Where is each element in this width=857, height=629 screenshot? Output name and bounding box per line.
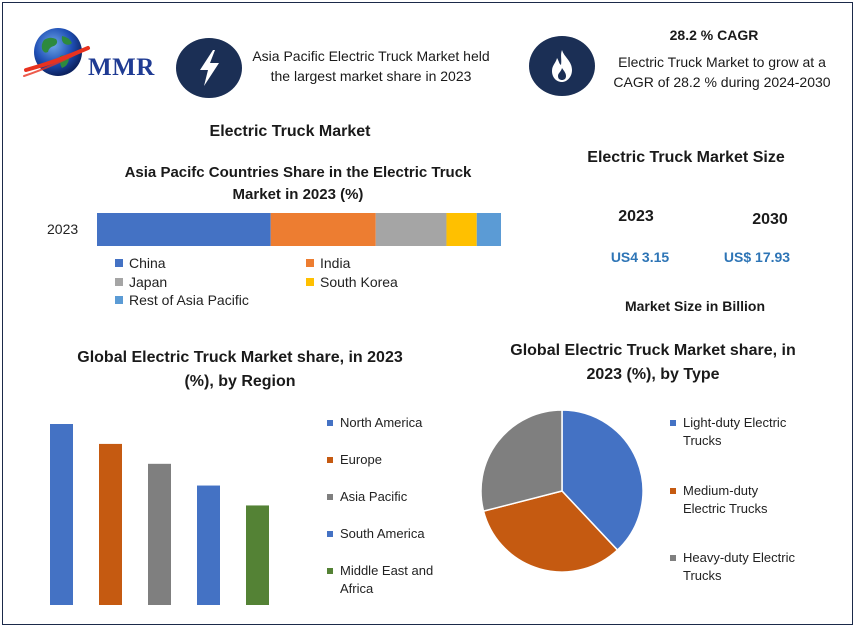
legend-swatch [327, 531, 333, 537]
flame-icon [552, 50, 572, 82]
region-legend: North America Europe Asia Pacific South … [327, 414, 457, 604]
legend-label: Asia Pacific [340, 489, 408, 504]
region-bar-south-america [197, 485, 220, 605]
legend-swatch [670, 488, 676, 494]
region-chart-title: Global Electric Truck Market share, in 2… [77, 349, 403, 390]
legend-item-asia-pacific: Asia Pacific [327, 488, 407, 506]
legend-item-south-korea: South Korea [306, 274, 398, 290]
legend-item-rest-of-asia-pacific: Rest of Asia Pacific [115, 292, 249, 308]
type-legend: Light-duty Electric Trucks Medium-duty E… [670, 414, 820, 594]
market-size-unit-note: Market Size in Billion [624, 298, 766, 314]
type-pie-chart [480, 409, 644, 573]
legend-label: China [129, 255, 166, 271]
apac-segment-india [270, 213, 376, 246]
apac-segment-south-korea [446, 213, 477, 246]
asia-pacific-note: Asia Pacific Electric Truck Market held … [252, 48, 490, 84]
legend-label: Europe [340, 452, 382, 467]
legend-swatch [327, 568, 333, 574]
logo: MMR [22, 24, 167, 84]
legend-item-south-america: South America [327, 525, 425, 543]
lightning-badge [176, 38, 242, 98]
cagr-note: Electric Truck Market to grow at a CAGR … [613, 54, 831, 90]
legend-label: Japan [129, 274, 168, 290]
legend-swatch [306, 259, 314, 267]
cagr-title: 28.2 % CAGR [669, 27, 759, 43]
apac-segment-rest-of-asia-pacific [476, 213, 501, 246]
legend-item-europe: Europe [327, 451, 382, 469]
legend-swatch [306, 278, 314, 286]
region-bar-north-america [50, 424, 73, 605]
legend-item-medium-duty: Medium-duty Electric Trucks [670, 482, 780, 518]
pie-slice-medium-duty [482, 490, 619, 573]
pie-slice-light-duty [561, 409, 644, 552]
legend-swatch [670, 420, 676, 426]
legend-label: Rest of Asia Pacific [129, 292, 249, 308]
apac-chart-title: Asia Pacifc Countries Share in the Elect… [124, 164, 472, 203]
apac-stacked-bar-chart [97, 213, 501, 246]
market-size-value-2030: US$ 17.93 [723, 249, 791, 265]
legend-item-north-america: North America [327, 414, 422, 432]
legend-label: North America [340, 415, 423, 430]
legend-label: India [320, 255, 351, 271]
globe-icon [23, 28, 90, 77]
legend-swatch [670, 555, 676, 561]
legend-label: South Korea [320, 274, 398, 290]
market-size-year-2023: 2023 [618, 208, 654, 225]
legend-swatch [115, 259, 123, 267]
legend-item-heavy-duty: Heavy-duty Electric Trucks [670, 549, 810, 585]
type-chart-title: Global Electric Truck Market share, in 2… [510, 342, 796, 383]
market-size-value-2023: US4 3.15 [610, 249, 670, 265]
apac-legend: China India Japan South Korea Rest of As… [115, 255, 435, 315]
pie-slice-heavy-duty [480, 409, 563, 513]
legend-swatch [115, 296, 123, 304]
legend-swatch [327, 420, 333, 426]
market-size-year-2030: 2030 [752, 211, 788, 228]
flame-badge [529, 36, 595, 96]
region-bar-asia-pacific [148, 463, 171, 605]
legend-item-light-duty: Light-duty Electric Trucks [670, 414, 810, 450]
market-size-title: Electric Truck Market Size [587, 149, 785, 166]
region-bar-europe [99, 443, 122, 605]
legend-swatch [327, 494, 333, 500]
logo-text: MMR [88, 54, 155, 81]
legend-label: Heavy-duty Electric Trucks [683, 550, 795, 583]
apac-segment-japan [375, 213, 447, 246]
legend-item-japan: Japan [115, 274, 167, 290]
legend-label: Light-duty Electric Trucks [683, 415, 787, 448]
legend-label: Middle East and Africa [340, 563, 434, 596]
legend-item-middle-east-africa: Middle East and Africa [327, 562, 439, 598]
legend-label: South America [340, 526, 425, 541]
legend-swatch [115, 278, 123, 286]
apac-segment-china [97, 213, 271, 246]
apac-year-label: 2023 [47, 221, 79, 237]
legend-item-china: China [115, 255, 166, 271]
legend-label: Medium-duty Electric Trucks [683, 483, 768, 516]
legend-item-india: India [306, 255, 350, 271]
region-bar-chart [50, 424, 269, 605]
legend-swatch [327, 457, 333, 463]
region-bar-middle-east-and-africa [246, 505, 269, 605]
lightning-icon [200, 50, 219, 86]
section-title: Electric Truck Market [209, 123, 371, 140]
